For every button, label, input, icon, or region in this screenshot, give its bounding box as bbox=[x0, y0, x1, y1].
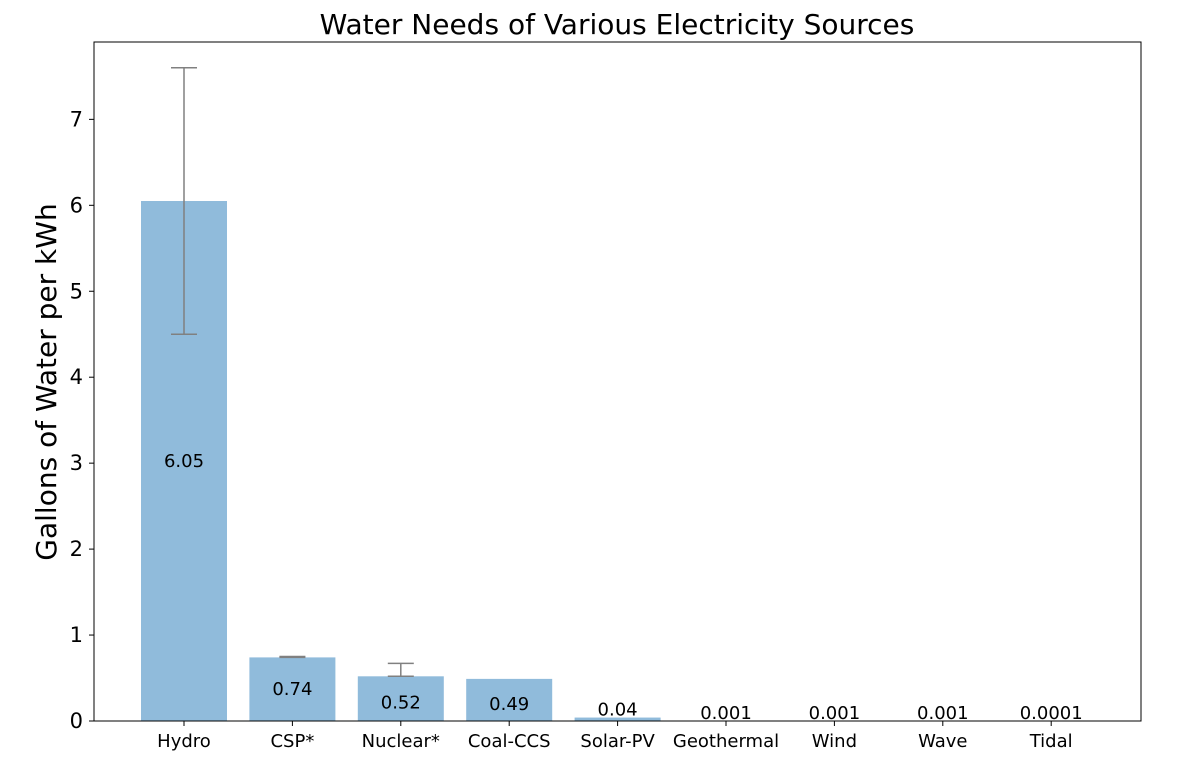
y-tick-label: 2 bbox=[70, 537, 83, 561]
bars-layer bbox=[141, 201, 1095, 721]
data-label: 0.001 bbox=[700, 703, 752, 724]
bar bbox=[466, 678, 553, 721]
bar bbox=[574, 717, 661, 721]
data-label: 6.05 bbox=[164, 451, 204, 472]
plot-frame bbox=[93, 41, 1142, 722]
error-bars-layer bbox=[171, 67, 414, 678]
data-label: 0.001 bbox=[917, 703, 969, 724]
data-label: 0.0001 bbox=[1020, 703, 1083, 724]
bar bbox=[249, 657, 336, 721]
x-tick-label: Hydro bbox=[157, 731, 211, 752]
x-tick-label: Wave bbox=[918, 731, 967, 752]
x-tick-label: Solar-PV bbox=[580, 731, 655, 752]
data-label: 0.74 bbox=[272, 679, 312, 700]
y-tick-label: 3 bbox=[70, 451, 83, 475]
bar bbox=[357, 676, 444, 721]
y-axis-label: Gallons of Water per kWh bbox=[30, 203, 63, 560]
y-axis: 0 1 2 3 4 5 6 7 bbox=[70, 107, 94, 733]
x-tick-label: CSP* bbox=[270, 731, 314, 752]
chart-title: Water Needs of Various Electricity Sourc… bbox=[320, 8, 915, 41]
y-tick-label: 1 bbox=[70, 623, 83, 647]
y-tick-label: 7 bbox=[70, 107, 83, 131]
y-tick-label: 4 bbox=[70, 365, 83, 389]
x-tick-label: Coal-CCS bbox=[468, 731, 551, 752]
data-label: 0.49 bbox=[489, 694, 529, 715]
data-label: 0.52 bbox=[381, 693, 421, 714]
x-axis: Hydro CSP* Nuclear* Coal-CCS Solar-PV Geother… bbox=[157, 721, 1073, 752]
y-tick-label: 6 bbox=[70, 193, 83, 217]
data-label: 0.001 bbox=[809, 703, 861, 724]
y-tick-label: 5 bbox=[70, 279, 83, 303]
x-tick-label: Tidal bbox=[1029, 731, 1073, 752]
x-tick-label: Nuclear* bbox=[362, 731, 440, 752]
data-label: 0.04 bbox=[598, 700, 638, 721]
x-tick-label: Geothermal bbox=[673, 731, 779, 752]
x-tick-label: Wind bbox=[812, 731, 857, 752]
data-labels-layer: 6.05 0.74 0.52 0.49 0.04 0.001 0.001 0.001 0.000… bbox=[164, 451, 1083, 724]
y-tick-label: 0 bbox=[70, 709, 83, 733]
